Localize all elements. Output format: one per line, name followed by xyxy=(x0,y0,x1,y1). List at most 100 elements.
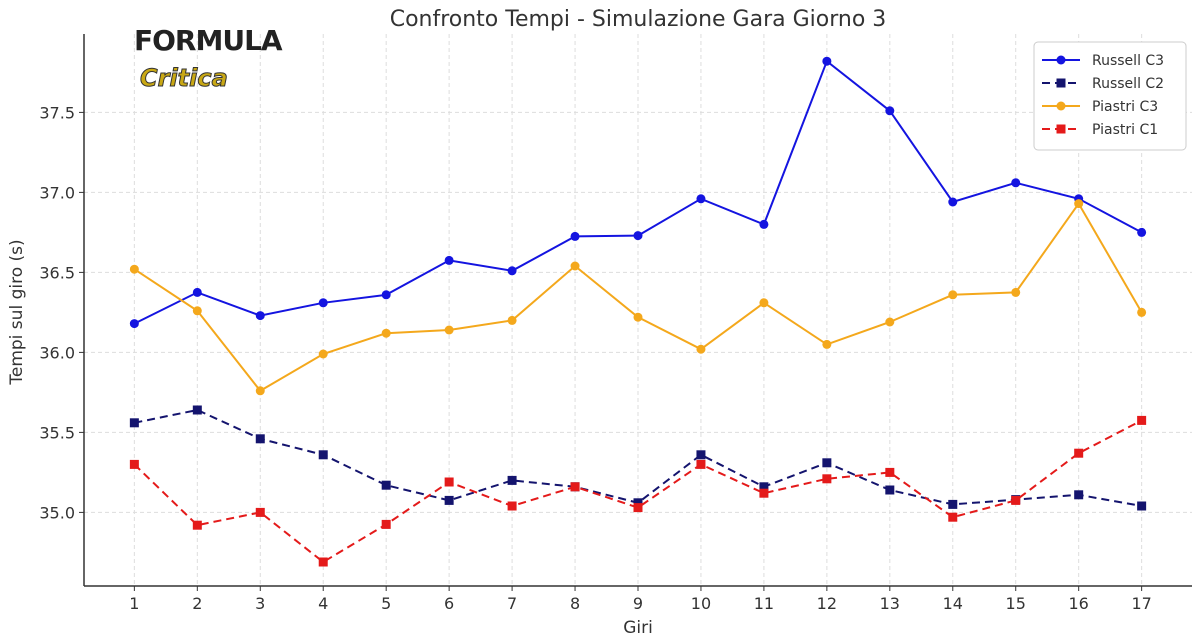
data-point-russell-c3 xyxy=(570,231,580,241)
y-tick-label: 37.0 xyxy=(39,183,75,202)
data-point-russell-c3 xyxy=(444,255,454,265)
data-point-russell-c2 xyxy=(759,482,769,492)
data-point-russell-c3 xyxy=(696,194,706,204)
data-point-russell-c2 xyxy=(255,434,265,444)
x-tick-label: 6 xyxy=(444,594,454,613)
data-point-russell-c2 xyxy=(1074,490,1084,500)
data-point-russell-c3 xyxy=(192,287,202,297)
legend-marker-piastri-c1 xyxy=(1056,124,1066,134)
data-point-piastri-c3 xyxy=(192,306,202,316)
x-tick-label: 4 xyxy=(318,594,328,613)
data-point-russell-c3 xyxy=(1137,227,1147,237)
data-point-piastri-c1 xyxy=(696,459,706,469)
x-tick-label: 10 xyxy=(691,594,711,613)
legend-label-piastri-c1: Piastri C1 xyxy=(1092,122,1158,138)
x-tick-label: 3 xyxy=(255,594,265,613)
legend-label-russell-c2: Russell C2 xyxy=(1092,76,1164,92)
x-tick-label: 17 xyxy=(1131,594,1151,613)
data-point-russell-c3 xyxy=(129,319,139,329)
x-tick-label: 8 xyxy=(570,594,580,613)
data-point-piastri-c1 xyxy=(1011,495,1021,505)
data-point-russell-c2 xyxy=(129,418,139,428)
data-point-russell-c2 xyxy=(948,499,958,509)
data-point-piastri-c1 xyxy=(948,512,958,522)
data-point-piastri-c3 xyxy=(1011,287,1021,297)
data-point-russell-c2 xyxy=(633,498,643,508)
logo: FORMULA Critica xyxy=(134,24,284,93)
data-point-piastri-c3 xyxy=(633,312,643,322)
x-axis-label: Giri xyxy=(623,618,653,638)
x-tick-label: 1 xyxy=(129,594,139,613)
data-point-piastri-c3 xyxy=(444,325,454,335)
chart-title: Confronto Tempi - Simulazione Gara Giorn… xyxy=(390,7,887,32)
data-point-piastri-c3 xyxy=(570,261,580,271)
data-point-russell-c2 xyxy=(885,485,895,495)
data-point-russell-c2 xyxy=(1137,501,1147,511)
data-point-russell-c3 xyxy=(948,197,958,207)
data-point-piastri-c1 xyxy=(570,482,580,492)
data-point-piastri-c3 xyxy=(507,315,517,325)
data-point-russell-c2 xyxy=(381,480,391,490)
legend-marker-russell-c3 xyxy=(1056,55,1066,65)
x-tick-label: 5 xyxy=(381,594,391,613)
x-tick-label: 15 xyxy=(1006,594,1026,613)
data-point-russell-c3 xyxy=(255,311,265,321)
data-point-piastri-c3 xyxy=(318,349,328,359)
data-point-piastri-c3 xyxy=(948,290,958,300)
data-point-russell-c3 xyxy=(759,219,769,229)
data-point-piastri-c1 xyxy=(318,557,328,567)
logo-line2: Critica xyxy=(140,64,228,92)
data-point-piastri-c1 xyxy=(444,477,454,487)
data-point-piastri-c1 xyxy=(255,507,265,517)
legend-label-russell-c3: Russell C3 xyxy=(1092,53,1164,69)
data-point-russell-c3 xyxy=(507,266,517,276)
data-point-russell-c2 xyxy=(822,458,832,468)
data-point-russell-c3 xyxy=(381,290,391,300)
x-tick-label: 9 xyxy=(633,594,643,613)
data-point-piastri-c3 xyxy=(759,298,769,308)
data-point-piastri-c1 xyxy=(507,501,517,511)
data-point-piastri-c3 xyxy=(255,386,265,396)
x-tick-label: 16 xyxy=(1069,594,1089,613)
data-point-piastri-c1 xyxy=(759,488,769,498)
y-tick-label: 35.5 xyxy=(39,423,75,442)
logo-line1: FORMULA xyxy=(134,24,283,57)
data-point-piastri-c1 xyxy=(822,474,832,484)
data-point-piastri-c3 xyxy=(129,264,139,274)
data-point-piastri-c1 xyxy=(192,520,202,530)
data-point-piastri-c3 xyxy=(1137,307,1147,317)
data-point-piastri-c1 xyxy=(1074,448,1084,458)
x-tick-label: 12 xyxy=(817,594,837,613)
legend-label-piastri-c3: Piastri C3 xyxy=(1092,99,1158,115)
data-point-piastri-c1 xyxy=(129,459,139,469)
y-axis-label: Tempi sul giro (s) xyxy=(7,239,27,385)
data-point-russell-c2 xyxy=(696,450,706,460)
series-line-piastri-c1 xyxy=(133,419,1143,564)
data-point-piastri-c1 xyxy=(381,519,391,529)
axes: 1 2 3 4 5 6 7 8 9 10 11 12 13 14 15 16 1735.035.536.036.… xyxy=(39,34,1192,613)
x-tick-label: 2 xyxy=(192,594,202,613)
data-point-russell-c2 xyxy=(444,495,454,505)
legend: Russell C3 Russell C2 Piastri C3 Piastri C1 xyxy=(1033,41,1187,151)
x-tick-label: 11 xyxy=(754,594,774,613)
y-tick-label: 37.5 xyxy=(39,103,75,122)
data-point-russell-c3 xyxy=(885,106,895,116)
data-point-piastri-c3 xyxy=(696,344,706,354)
data-point-piastri-c3 xyxy=(822,339,832,349)
data-point-russell-c3 xyxy=(1011,178,1021,188)
x-tick-label: 7 xyxy=(507,594,517,613)
data-point-piastri-c1 xyxy=(633,503,643,513)
x-tick-label: 14 xyxy=(943,594,963,613)
data-point-russell-c2 xyxy=(318,450,328,460)
data-point-piastri-c1 xyxy=(885,467,895,477)
legend-marker-russell-c2 xyxy=(1056,78,1066,88)
data-point-russell-c3 xyxy=(633,231,643,241)
data-point-piastri-c3 xyxy=(885,317,895,327)
data-point-russell-c2 xyxy=(507,475,517,485)
data-point-russell-c2 xyxy=(192,405,202,415)
legend-marker-piastri-c3 xyxy=(1056,101,1066,111)
data-point-russell-c3 xyxy=(822,56,832,66)
y-tick-label: 35.0 xyxy=(39,503,75,522)
data-point-russell-c3 xyxy=(318,298,328,308)
